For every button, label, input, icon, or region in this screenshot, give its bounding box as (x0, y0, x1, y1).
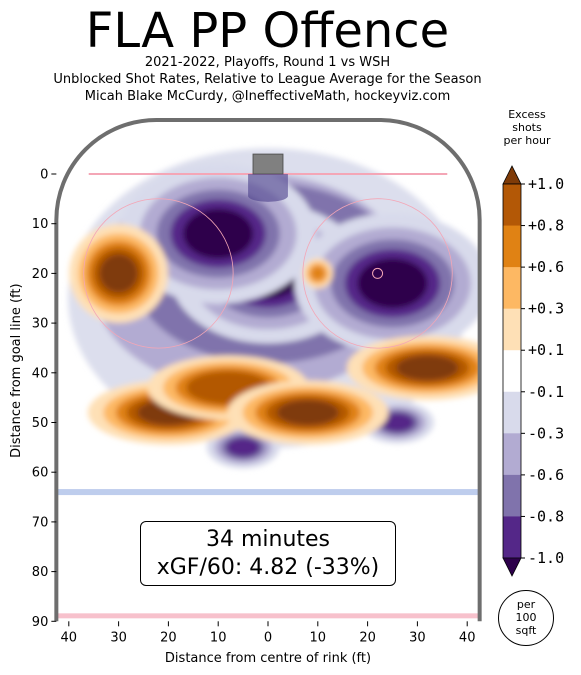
chart-title: FLA PP Offence (85, 3, 450, 59)
unit-line-1: per (516, 598, 536, 611)
colorbar-band (503, 184, 521, 227)
colorbar-band (503, 433, 521, 476)
colorbar-band (503, 350, 521, 393)
colorbar-tick-label: -0.3 (528, 424, 564, 442)
heatmap-layer (56, 120, 480, 622)
colorbar: +1.0 +0.8 +0.6 +0.3 +0.1 -0.1 -0.3 -0.6 -0.8 -1.0 (502, 165, 564, 577)
axes: 40 30 20 10 0 10 20 30 40 0 10 20 30 40 50 60 70 80 90 Dist… (9, 168, 475, 667)
colorbar-title-line-2: shots (512, 121, 542, 134)
colorbar-tick-label: +0.1 (528, 341, 564, 359)
colorbar-tick-label: +0.8 (528, 217, 564, 235)
colorbar-title-line-1: Excess (508, 108, 546, 121)
x-tick-label: 20 (160, 630, 177, 645)
contour-ring (385, 415, 410, 430)
goal-crease (248, 174, 288, 202)
rink-boards (54, 118, 482, 622)
contour-ring (286, 403, 330, 422)
unit-circle: per 100 sqft (498, 590, 554, 646)
contour-ring (194, 216, 242, 251)
subtitle-line-1: 2021-2022, Playoffs, Round 1 vs WSH (144, 55, 391, 70)
xgf-label: xGF/60: 4.82 (-33%) (156, 555, 380, 580)
contour-blobs (68, 148, 480, 469)
colorbar-tick-label: -0.8 (528, 507, 564, 525)
x-tick-label: 40 (459, 630, 476, 645)
x-axis-label: Distance from centre of rink (ft) (165, 651, 371, 666)
y-tick-label: 40 (32, 366, 49, 381)
summary-box: 34 minutes xGF/60: 4.82 (-33%) (140, 521, 396, 586)
y-tick-label: 70 (32, 515, 49, 530)
subtitle-line-3: Micah Blake McCurdy, @IneffectiveMath, h… (84, 89, 451, 104)
y-tick-label: 10 (32, 217, 49, 232)
contour-ring (231, 440, 255, 455)
colorbar-band (503, 225, 521, 268)
centre-line (56, 613, 480, 619)
unit-line-2: 100 (515, 611, 537, 624)
faceoff-circle-left (83, 198, 234, 349)
colorbar-band (503, 308, 521, 351)
colorbar-title: Excess shots per hour (495, 108, 559, 147)
colorbar-tick-label: -0.6 (528, 466, 564, 484)
colorbar-title-line-3: per hour (503, 134, 551, 147)
colorbar-frame (502, 183, 522, 559)
x-tick-label: 0 (264, 630, 272, 645)
colorbar-band (503, 474, 521, 517)
blue-line (56, 489, 480, 496)
x-tick-label: 10 (310, 630, 327, 645)
faceoff-dot-right (372, 267, 384, 279)
faceoff-circle-right (302, 198, 453, 349)
colorbar-tick-label: -1.0 (528, 549, 564, 567)
y-tick-label: 60 (32, 466, 49, 481)
subtitle-line-2: Unblocked Shot Rates, Relative to League… (53, 72, 482, 87)
y-tick-label: 50 (32, 416, 49, 431)
colorbar-extend-top (502, 165, 522, 185)
contour-ring (368, 266, 417, 301)
y-tick-label: 0 (40, 168, 48, 183)
contour-ring (105, 260, 132, 287)
minutes-label: 34 minutes (205, 527, 331, 552)
colorbar-tick-label: -0.1 (528, 383, 564, 401)
y-tick-label: 20 (32, 267, 49, 282)
y-axis-label: Distance from goal line (ft) (9, 283, 24, 457)
x-tick-label: 10 (210, 630, 227, 645)
contour-ring (405, 359, 450, 377)
colorbar-tick-label: +1.0 (528, 175, 564, 193)
contour-ring (313, 268, 323, 279)
colorbar-extend-bottom (502, 557, 522, 577)
colorbar-tick-label: +0.6 (528, 258, 564, 276)
goal-net (252, 153, 284, 175)
x-tick-label: 30 (110, 630, 127, 645)
rink-markings (54, 118, 482, 622)
y-tick-label: 90 (32, 615, 49, 630)
colorbar-band (503, 391, 521, 434)
x-tick-label: 40 (61, 630, 78, 645)
unit-line-3: sqft (515, 624, 537, 637)
contour-ring (206, 379, 250, 397)
x-tick-label: 20 (359, 630, 376, 645)
y-tick-label: 80 (32, 565, 49, 580)
colorbar-band (503, 516, 521, 559)
x-tick-label: 30 (409, 630, 426, 645)
colorbar-tick-label: +0.3 (528, 300, 564, 318)
y-tick-label: 30 (32, 317, 49, 332)
colorbar-band (503, 267, 521, 310)
